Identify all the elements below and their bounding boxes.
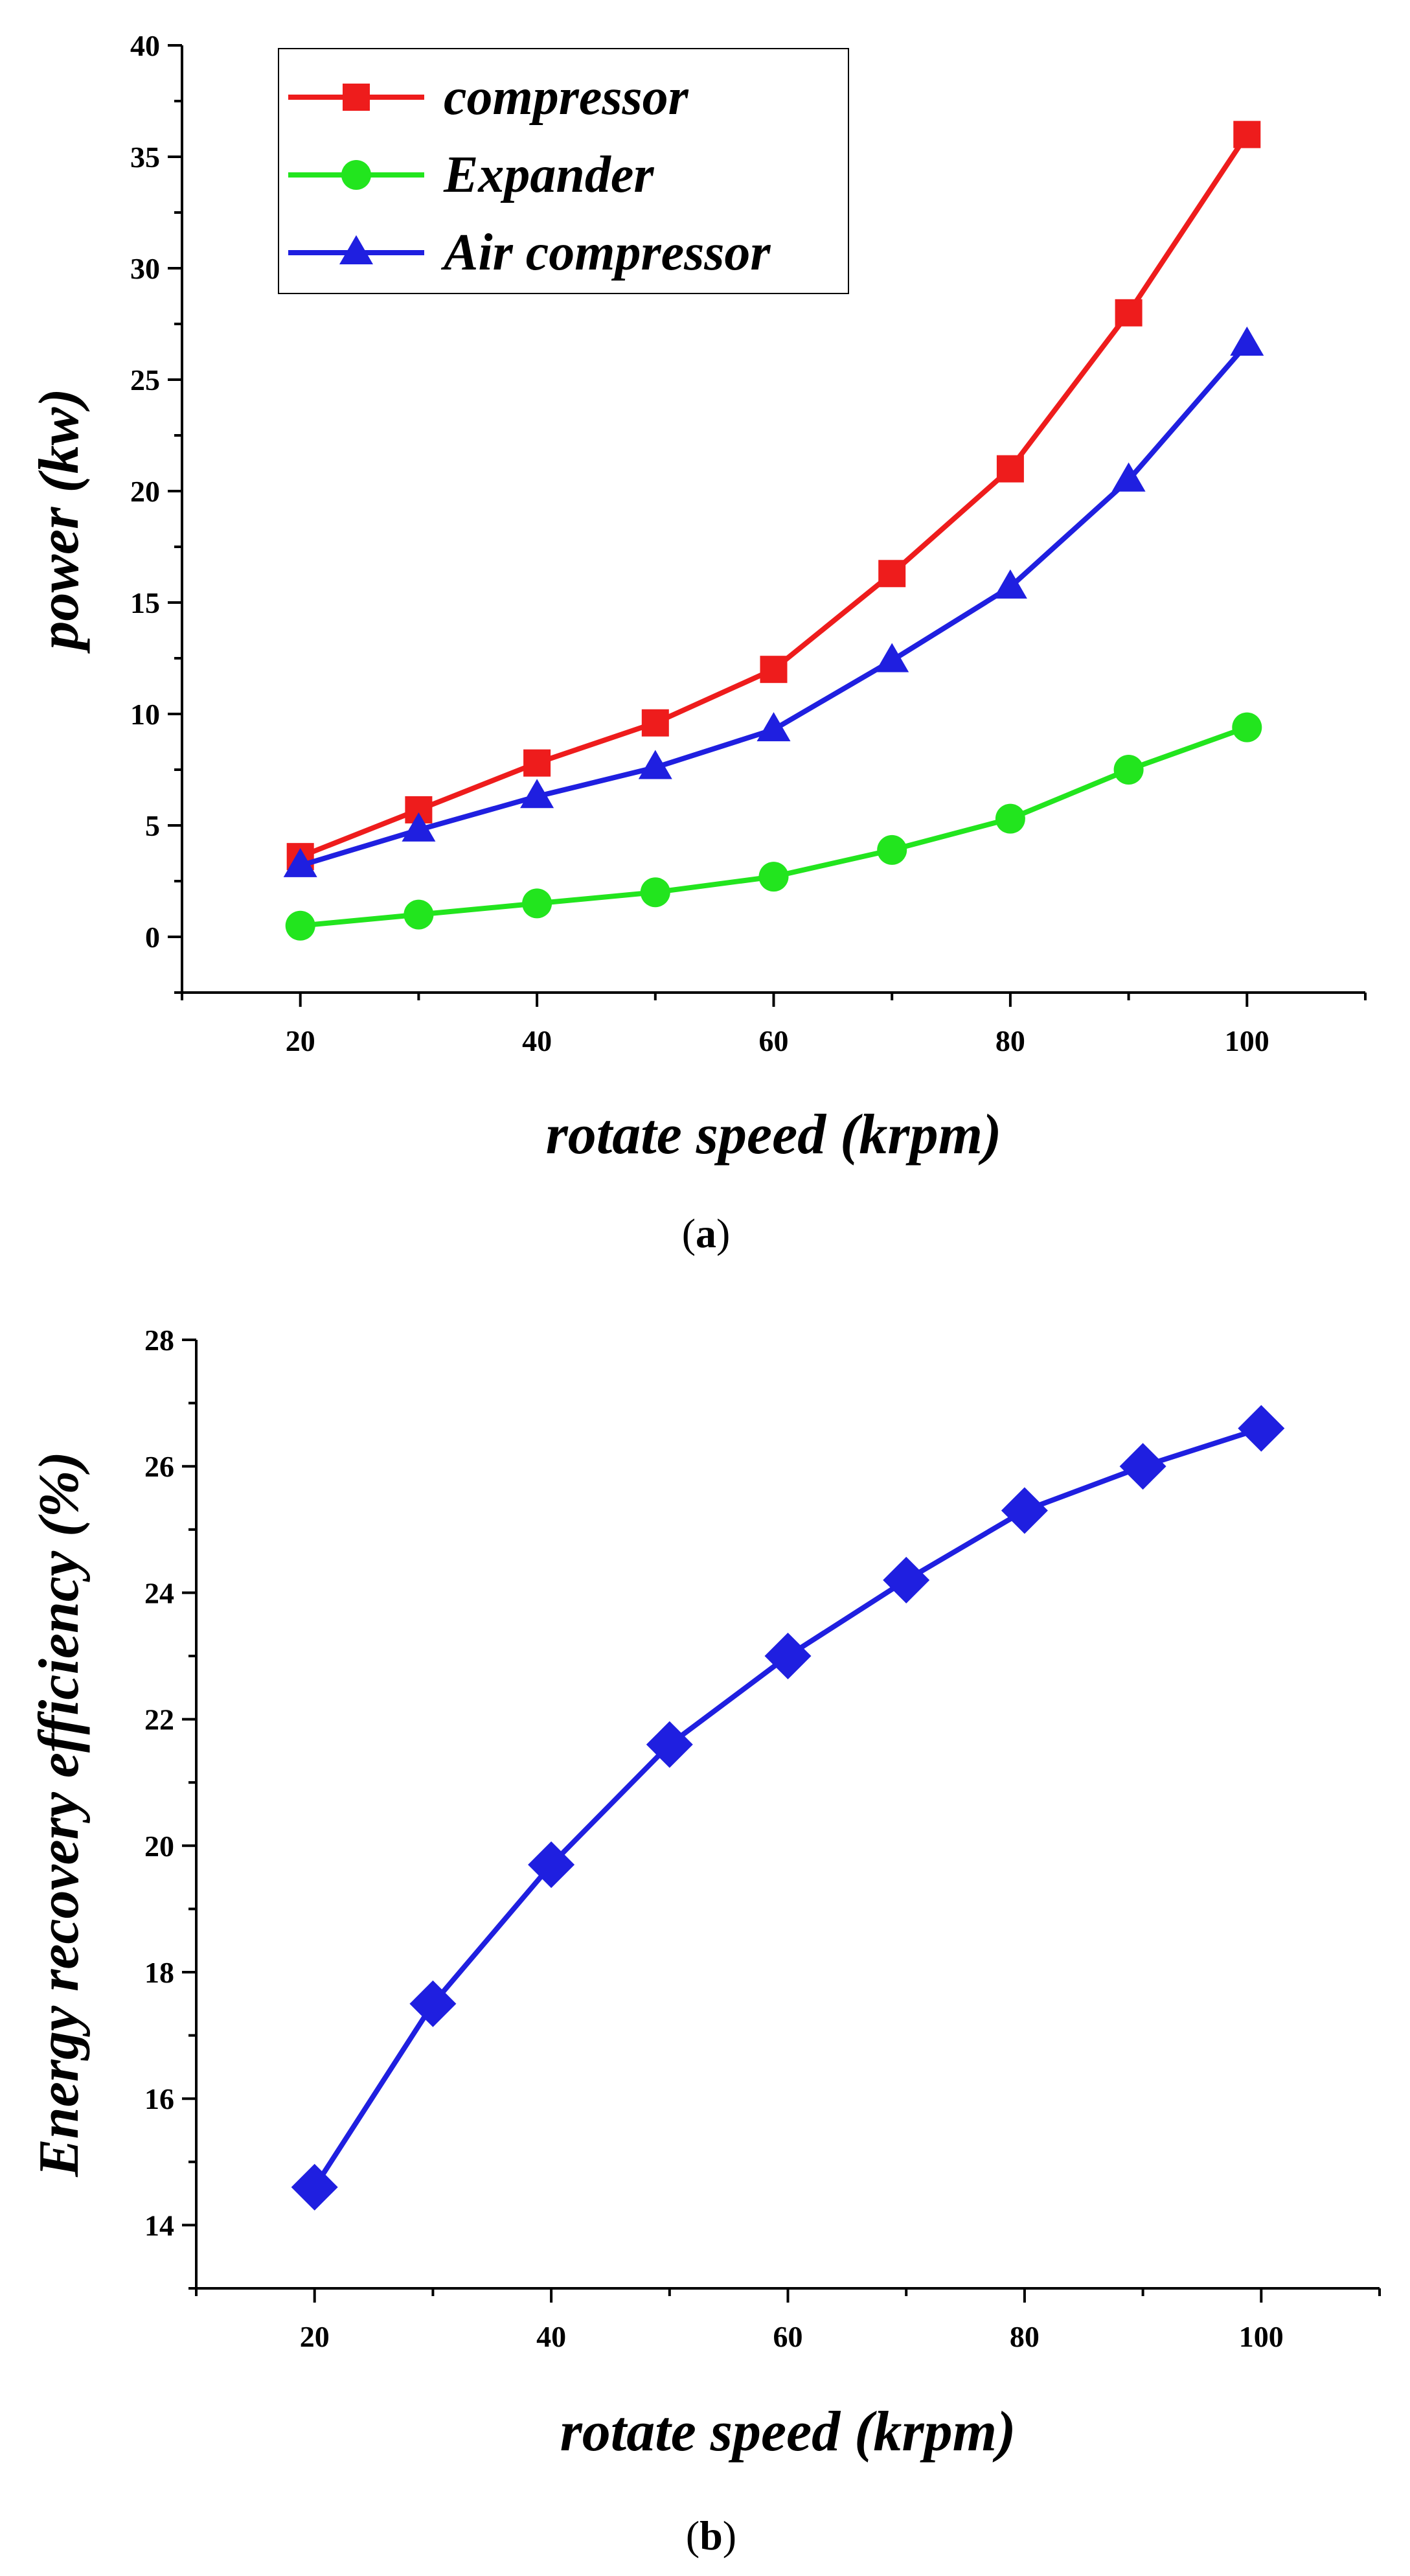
chart-0-series-2-point [1230,326,1264,356]
chart-0-series-1-point [1232,712,1262,742]
chart-0-x-tick-label: 20 [286,1024,315,1057]
chart-1-y-axis-title: Energy recovery efficiency (%) [28,1451,91,2178]
chart-0-series-1-point [640,877,670,908]
chart-1-x-tick-label: 80 [1010,2320,1040,2353]
chart-b-efficiency: 14 16 18 20 22 24 26 28 20 40 60 80 100 rotate speed … [28,1324,1381,2463]
caption-b: (b) [686,2513,736,2559]
chart-0-y-tick-label: 25 [130,363,160,397]
chart-0-y-axis-title: power (kw) [28,388,91,654]
chart-1-y-tick-label: 22 [144,1703,174,1736]
chart-0-legend-marker-0 [343,84,370,111]
chart-0-series-1-point [758,862,789,892]
chart-1-series-0-point [1238,1405,1285,1452]
chart-0-series-2-point [1111,462,1146,492]
chart-1-series-line-0 [312,1425,1262,2189]
chart-1-x-tick-label: 60 [773,2320,803,2353]
svg-text:(b): (b) [686,2513,736,2559]
chart-0-series-0-point [523,749,551,777]
chart-0-legend-label-1: Expander [443,146,654,203]
chart-0-x-axis-title: rotate speed (krpm) [546,1103,1002,1166]
chart-0-series-1-point [404,899,434,930]
chart-0-series-0-point [760,656,788,684]
chart-0-legend-label-0: compressor [444,69,689,126]
chart-1-series-0-point [291,2163,338,2211]
chart-0-series-line-1 [300,724,1248,928]
chart-0-series-2-point [520,779,554,809]
chart-1-series-0-point [528,1841,575,1889]
chart-0-series-1-point [285,910,315,941]
chart-0-x-tick-label: 40 [522,1024,552,1057]
chart-0-series-0-point [1115,299,1143,327]
chart-0-series-line-2 [299,342,1249,868]
chart-0-series-1-point [522,888,552,919]
chart-0-y-tick-label: 10 [130,698,160,731]
chart-0-y-tick-label: 20 [130,475,160,508]
chart-0-series-0-point [996,455,1024,483]
chart-0-series-2-point [993,569,1027,599]
chart-0-series-2-point [875,643,909,673]
chart-0-y-tick-label: 15 [130,586,160,619]
caption-b-letter: b [699,2513,723,2559]
chart-1-y-tick-label: 20 [144,1830,174,1863]
chart-1-series-0-point [646,1721,693,1768]
chart-1-x-axis-title: rotate speed (krpm) [560,2400,1016,2463]
chart-0-y-tick-label: 40 [130,29,160,62]
chart-0-series-0-point [641,709,669,737]
chart-1-x-tick-label: 100 [1239,2320,1284,2353]
chart-1-x-tick-label: 40 [536,2320,566,2353]
chart-a-power: 0 5 10 15 20 25 30 35 40 20 40 60 80 100 rotate speed … [28,29,1367,1166]
chart-1-series-0-point [883,1556,930,1604]
caption-a-letter: a [696,1210,716,1256]
chart-0-y-tick-label: 35 [130,141,160,174]
chart-0-series-1-point [995,803,1025,834]
chart-0-legend-marker-1 [341,160,371,190]
chart-1-series-0-point [409,1980,457,2027]
chart-0-series-1-point [1113,755,1144,785]
chart-0-y-tick-label: 30 [130,252,160,285]
chart-0-series-0-point [1233,121,1261,148]
svg-text:(a): (a) [682,1210,731,1256]
chart-0-y-tick-label: 5 [145,809,160,842]
chart-1-series-0-point [1119,1443,1166,1490]
caption-a: (a) [682,1210,731,1256]
chart-0-x-tick-label: 80 [995,1024,1025,1057]
chart-1-y-tick-label: 14 [144,2209,174,2242]
chart-1-y-tick-label: 28 [144,1324,174,1357]
chart-0-x-tick-label: 60 [759,1024,789,1057]
chart-0-x-tick-label: 100 [1225,1024,1269,1057]
chart-1-y-tick-label: 26 [144,1450,174,1483]
chart-1-y-tick-label: 24 [144,1576,174,1609]
chart-0-legend-marker-2 [339,235,373,264]
chart-1-series-0-point [1001,1487,1048,1534]
chart-0-series-2-point [283,847,317,877]
chart-0-series-2-point [638,750,672,779]
chart-1-y-tick-label: 18 [144,1956,174,1989]
chart-1-x-tick-label: 20 [300,2320,330,2353]
chart-1-series-0-point [764,1633,812,1679]
chart-0-series-2-point [402,812,436,842]
chart-1-y-tick-label: 16 [144,2082,174,2115]
chart-0-series-1-point [877,834,907,865]
chart-0-legend-label-2: Air compressor [440,224,771,281]
chart-0-series-2-point [756,712,791,742]
chart-0-y-tick-label: 0 [145,921,160,954]
chart-0-series-0-point [878,560,906,588]
